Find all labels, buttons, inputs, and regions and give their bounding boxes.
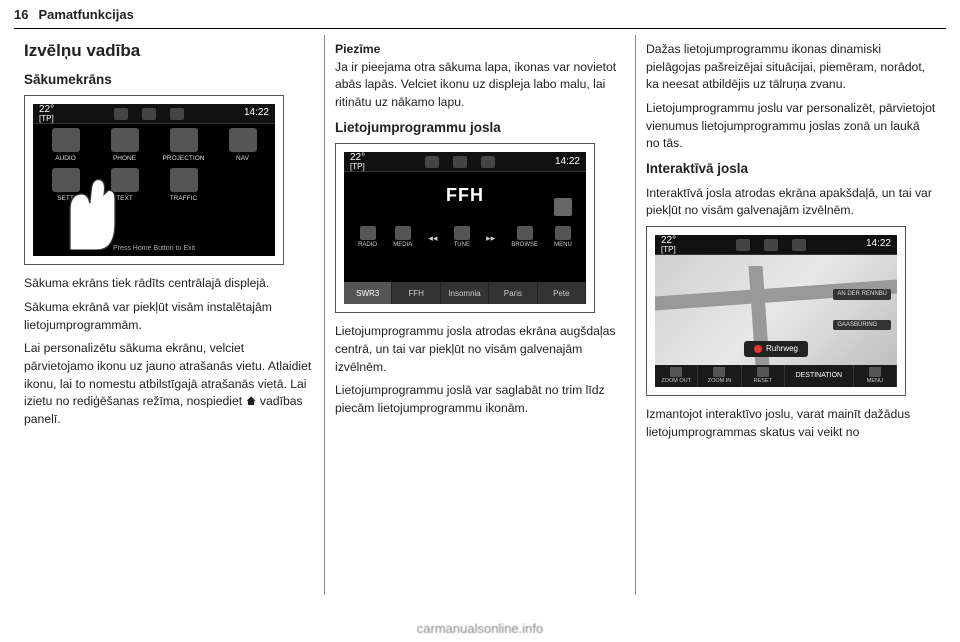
preset-button: FFH xyxy=(392,282,440,304)
ss2-station: FFH xyxy=(344,182,586,208)
preset-button: Insomnia xyxy=(441,282,489,304)
screenshot-home-screen: 22° [TP] 14:22 AUDIO PHONE PROJECTION NA… xyxy=(24,95,284,265)
hand-illustration xyxy=(43,160,133,250)
app-icon xyxy=(170,128,198,152)
menu-icon xyxy=(869,367,881,377)
ss2-topicon xyxy=(425,156,439,168)
ss2-time: 14:22 xyxy=(555,155,580,170)
btn-label: RESET xyxy=(754,378,772,386)
reset-icon xyxy=(757,367,769,377)
ctrl-label: TUNE xyxy=(454,241,470,250)
paragraph: Lietojumprogrammu josla atrodas ekrāna a… xyxy=(335,323,625,376)
note-title: Piezīme xyxy=(335,42,380,56)
btn-label: ZOOM IN xyxy=(708,378,732,386)
column-3: Dažas lietojumprogrammu ikonas dinamiski… xyxy=(635,35,946,595)
app-icon xyxy=(52,128,80,152)
map-street-tag: AN DER RENNBÜ xyxy=(833,289,891,300)
ss3-topicon xyxy=(792,239,806,251)
paragraph: Dažas lietojumprogrammu ikonas dinamiski… xyxy=(646,41,936,94)
screenshot-app-bar: 22° [TP] 14:22 FFH RADIO MEDIA xyxy=(335,143,595,313)
paragraph: Lai personalizētu sākuma ekrānu, velciet… xyxy=(24,340,314,428)
three-column-layout: Izvēlņu vadība Sākumekrāns 22° [TP] 14:2… xyxy=(0,35,960,595)
screenshot-interactive-bar: 22° [TP] 14:22 AN DER RENNBÜ GAASBÜRING xyxy=(646,226,906,396)
ctrl-label: BROWSE xyxy=(511,241,538,250)
note: Piezīme Ja ir pieejama otra sākuma lapa,… xyxy=(335,41,625,112)
ctrl-label: RADIO xyxy=(358,241,377,250)
chapter-title: Pamatfunkcijas xyxy=(38,7,133,22)
app-icon xyxy=(229,128,257,152)
zoom-out-icon xyxy=(670,367,682,377)
app-label: NAV xyxy=(236,154,249,163)
footer-watermark: carmanualsonline.info xyxy=(0,621,960,636)
ss2-topicon xyxy=(481,156,495,168)
app-icon xyxy=(170,168,198,192)
destination-marker-icon xyxy=(754,345,762,353)
music-note-icon xyxy=(554,198,572,216)
destination-button: DESTINATION xyxy=(785,365,854,387)
map-street-tag: GAASBÜRING xyxy=(833,320,891,331)
ss1-topicon xyxy=(114,108,128,120)
home-icon xyxy=(247,396,256,405)
ss2-tp: [TP] xyxy=(350,163,365,171)
app-icon xyxy=(111,128,139,152)
paragraph: Lietojumprogrammu joslu var personalizēt… xyxy=(646,100,936,153)
preset-button: Paris xyxy=(489,282,537,304)
ss2-topicon xyxy=(453,156,467,168)
paragraph: Lietojumprogrammu joslā var saglabāt no … xyxy=(335,382,625,417)
column-2: Piezīme Ja ir pieejama otra sākuma lapa,… xyxy=(324,35,635,595)
ss1-time: 14:22 xyxy=(244,106,269,121)
subsection-heading-interactive: Interaktīvā josla xyxy=(646,159,936,179)
ss3-time: 14:22 xyxy=(866,237,891,252)
btn-label: ZOOM OUT xyxy=(661,378,691,386)
preset-button: Pete xyxy=(538,282,586,304)
subsection-heading-home: Sākumekrāns xyxy=(24,70,314,90)
subsection-heading-appbar: Lietojumprogrammu josla xyxy=(335,118,625,138)
ctrl-label: ◂◂ xyxy=(428,232,437,245)
note-body: Ja ir pieejama otra sākuma lapa, ikonas … xyxy=(335,60,616,109)
destination-pill: Ruhrweg xyxy=(744,341,808,357)
ss1-topicon xyxy=(142,108,156,120)
paragraph: Izmantojot interaktīvo joslu, varat main… xyxy=(646,406,936,441)
ss1-tp: [TP] xyxy=(39,115,54,123)
app-label: TRAFFIC xyxy=(170,194,197,203)
ctrl-icon xyxy=(454,226,470,240)
zoom-in-icon xyxy=(713,367,725,377)
column-1: Izvēlņu vadība Sākumekrāns 22° [TP] 14:2… xyxy=(14,35,324,595)
btn-label: MENU xyxy=(867,378,883,386)
ss3-topicon xyxy=(736,239,750,251)
paragraph: Sākuma ekrānā var piekļūt visām instalēt… xyxy=(24,299,314,334)
ss3-tp: [TP] xyxy=(661,246,676,254)
app-label: PROJECTION xyxy=(163,154,205,163)
page-number: 16 xyxy=(14,7,28,22)
ctrl-icon xyxy=(395,226,411,240)
ss1-topicon xyxy=(170,108,184,120)
paragraph: Sākuma ekrāns tiek rādīts centrālajā dis… xyxy=(24,275,314,293)
ctrl-icon xyxy=(555,226,571,240)
ss3-topicon xyxy=(764,239,778,251)
ctrl-label: ▸▸ xyxy=(486,232,495,245)
preset-button: SWR3 xyxy=(344,282,392,304)
ctrl-label: MEDIA xyxy=(393,241,412,250)
section-heading: Izvēlņu vadība xyxy=(24,39,314,64)
header-rule xyxy=(14,28,946,29)
ctrl-icon xyxy=(517,226,533,240)
ctrl-label: MENU xyxy=(554,241,572,250)
paragraph: Interaktīvā josla atrodas ekrāna apakšda… xyxy=(646,185,936,220)
ctrl-icon xyxy=(360,226,376,240)
